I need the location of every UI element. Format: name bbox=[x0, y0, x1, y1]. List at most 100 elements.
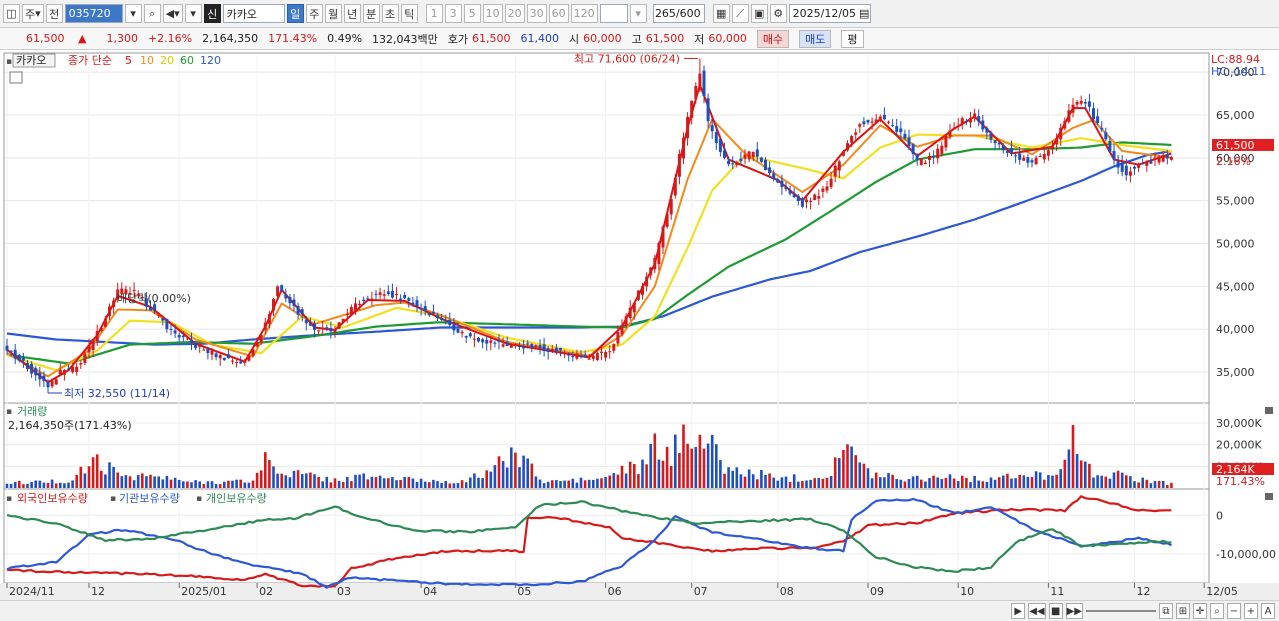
minute-button-5[interactable]: 5 bbox=[463, 4, 481, 23]
chevron-down-icon[interactable]: ▾ bbox=[184, 4, 202, 23]
volume-bar bbox=[850, 446, 853, 488]
count-value: 265 bbox=[654, 7, 676, 20]
jeon-button[interactable]: 전 bbox=[45, 4, 63, 23]
candle-body bbox=[550, 348, 554, 352]
candle-body bbox=[747, 151, 751, 160]
search-icon[interactable]: ⌕ bbox=[1210, 603, 1224, 619]
candle-body bbox=[661, 226, 665, 248]
zoom-out-icon[interactable]: − bbox=[1227, 603, 1241, 619]
candle-body bbox=[518, 346, 521, 348]
candle-body bbox=[386, 291, 390, 295]
gear-icon[interactable]: ⚙ bbox=[769, 4, 787, 23]
candle-body bbox=[173, 330, 177, 334]
volume-bar bbox=[1071, 425, 1075, 488]
speaker-icon[interactable]: ◀▾ bbox=[162, 4, 183, 23]
volume-bar bbox=[985, 481, 989, 488]
lc-label: LC:88.94 bbox=[1211, 53, 1260, 66]
volume-panel-close-icon[interactable] bbox=[1265, 407, 1273, 414]
minute-button-30[interactable]: 30 bbox=[526, 4, 547, 23]
rewind-icon[interactable]: ◀◀ bbox=[1028, 603, 1046, 619]
sell-button[interactable]: 매도 bbox=[799, 29, 832, 48]
candle-body bbox=[649, 267, 653, 276]
volume-bar bbox=[776, 480, 780, 488]
candle-body bbox=[243, 361, 247, 363]
volume-bar bbox=[391, 477, 394, 488]
window-menu-icon[interactable]: ◫ bbox=[3, 4, 20, 23]
save-icon[interactable]: ▣ bbox=[750, 4, 768, 23]
interval-tab-minute[interactable]: 분 bbox=[362, 4, 380, 23]
turnover-rate: 0.49% bbox=[327, 32, 363, 45]
volume-bar bbox=[743, 476, 747, 488]
interval-tab-year[interactable]: 년 bbox=[343, 4, 361, 23]
interval-tab-day[interactable]: 일 bbox=[286, 4, 304, 23]
volume-bar bbox=[965, 477, 968, 488]
volume-bar bbox=[354, 474, 357, 488]
candle-body bbox=[67, 368, 70, 370]
candle-body bbox=[214, 353, 218, 358]
x-tick-label: 2024/11 bbox=[9, 585, 55, 598]
volume-bar bbox=[1026, 476, 1030, 488]
candle-body bbox=[1063, 121, 1067, 129]
table-toggle-icon[interactable] bbox=[9, 71, 23, 84]
candle-body bbox=[185, 338, 189, 340]
candle-body bbox=[813, 194, 817, 201]
average-button[interactable]: 평 bbox=[841, 29, 864, 48]
minute-button-3[interactable]: 3 bbox=[444, 4, 462, 23]
chevron-down-icon[interactable]: ▾ bbox=[629, 4, 647, 23]
date-input[interactable]: 2025/12/05 ▤ bbox=[788, 4, 871, 23]
candle-body bbox=[952, 127, 956, 130]
dropdown-icon[interactable]: ▾ bbox=[124, 4, 142, 23]
custom-interval-input[interactable] bbox=[599, 4, 628, 23]
interval-tab-month[interactable]: 월 bbox=[324, 4, 342, 23]
holding-panel-close-icon[interactable] bbox=[1265, 493, 1273, 500]
compare-icon[interactable]: ⧉ bbox=[1159, 603, 1173, 619]
volume-bar bbox=[1051, 475, 1054, 488]
font-icon[interactable]: A bbox=[1261, 603, 1275, 619]
draw-tool-icon[interactable]: ⟋ bbox=[731, 4, 749, 23]
volume-bar bbox=[706, 443, 710, 488]
period-type-select[interactable]: 주 ▾ bbox=[22, 4, 44, 23]
volume-bar bbox=[903, 481, 907, 488]
volume-bar bbox=[620, 465, 624, 488]
minute-button-120[interactable]: 120 bbox=[570, 4, 598, 23]
minute-button-1[interactable]: 1 bbox=[425, 4, 443, 23]
candle-body bbox=[288, 296, 292, 304]
open-price: 60,000 bbox=[583, 32, 622, 45]
volume-bar bbox=[592, 479, 595, 488]
chart-settings-icon[interactable]: ▦ bbox=[712, 4, 730, 23]
stock-name-field[interactable]: 카카오 bbox=[222, 4, 285, 23]
minute-button-10[interactable]: 10 bbox=[482, 4, 503, 23]
volume-bar bbox=[739, 474, 743, 488]
interval-tab-second[interactable]: 초 bbox=[381, 4, 399, 23]
interval-tab-tick[interactable]: 틱 bbox=[400, 4, 418, 23]
count-field[interactable]: 265/600 bbox=[652, 4, 705, 23]
stock-chart[interactable]: 35,000 40,000 45,000 50,000 55,000 60,000 65,0… bbox=[0, 50, 1279, 600]
minute-button-20[interactable]: 20 bbox=[504, 4, 525, 23]
candle-body bbox=[891, 125, 895, 127]
candle-body bbox=[325, 327, 329, 329]
candle-body bbox=[940, 145, 944, 154]
volume-bar bbox=[1063, 459, 1067, 488]
candle-body bbox=[415, 300, 419, 307]
zoom-in-icon[interactable]: + bbox=[1244, 603, 1258, 619]
candle-body bbox=[272, 298, 275, 311]
scroll-right-icon[interactable]: ▶ bbox=[1011, 603, 1026, 619]
volume-bar bbox=[100, 470, 103, 488]
stock-code-input[interactable]: 035720 bbox=[64, 4, 123, 23]
candle-body bbox=[54, 379, 58, 385]
volume-bar bbox=[505, 467, 509, 488]
split-icon[interactable]: ⊞ bbox=[1176, 603, 1190, 619]
search-icon[interactable]: ⌕ bbox=[143, 4, 161, 23]
candle-body bbox=[169, 328, 173, 330]
volume-bar bbox=[522, 455, 525, 488]
forward-icon[interactable]: ▶▶ bbox=[1065, 603, 1083, 619]
buy-button[interactable]: 매수 bbox=[756, 29, 790, 48]
crosshair-icon[interactable]: ✛ bbox=[1193, 603, 1207, 619]
zoom-slider[interactable] bbox=[1086, 610, 1156, 612]
volume-bar bbox=[1096, 475, 1099, 488]
interval-tab-week[interactable]: 주 bbox=[305, 4, 323, 23]
volume-bar bbox=[993, 479, 997, 488]
stop-icon[interactable]: ■ bbox=[1048, 603, 1063, 619]
minute-button-60[interactable]: 60 bbox=[548, 4, 569, 23]
volume-bar bbox=[481, 478, 484, 488]
